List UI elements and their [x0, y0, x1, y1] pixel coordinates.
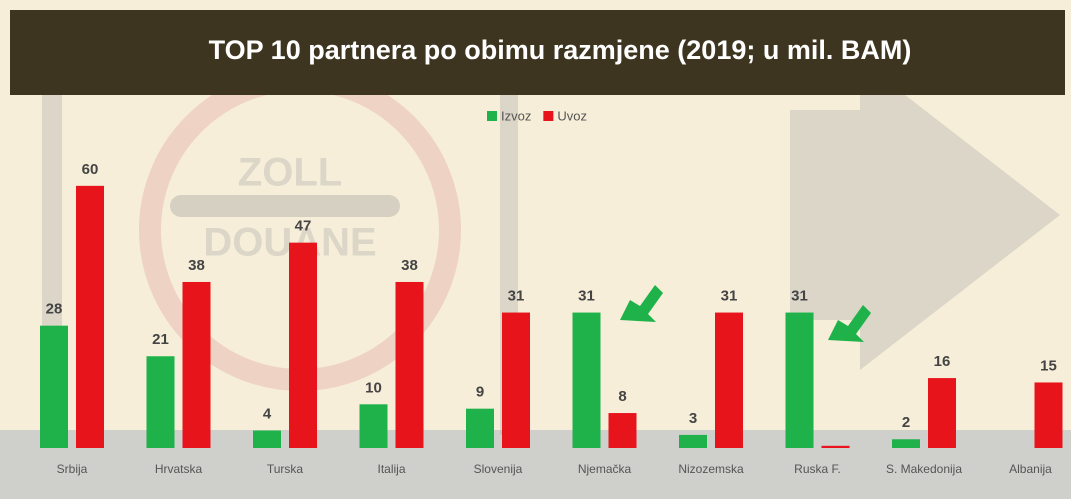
chart-title: TOP 10 partnera po obimu razmjene (2019;…: [209, 35, 912, 65]
data-label: 31: [791, 288, 808, 305]
bar: [785, 312, 814, 448]
bar: [892, 439, 920, 448]
x-tick-label: Italija: [377, 462, 406, 476]
legend-label: Izvoz: [501, 108, 531, 123]
svg-text:ZOLL: ZOLL: [238, 151, 342, 195]
x-tick-label: Slovenija: [473, 462, 523, 476]
data-label: 21: [152, 331, 169, 348]
data-label: 4: [263, 405, 272, 422]
arrow: [620, 285, 663, 322]
bar: [502, 312, 530, 448]
x-tick-label: Njemačka: [577, 462, 632, 476]
bar: [395, 281, 424, 448]
data-label: 16: [934, 353, 951, 370]
x-tick-label: Nizozemska: [678, 462, 744, 476]
bar: [1034, 382, 1063, 448]
data-label: 3: [689, 410, 697, 427]
x-tick-label: S. Makedonija: [885, 462, 963, 476]
bar: [76, 185, 104, 448]
x-tick-label: Hrvatska: [154, 462, 203, 476]
bar: [466, 408, 494, 448]
title-band: [10, 10, 1065, 95]
data-label: 15: [1040, 357, 1057, 374]
data-label: 8: [618, 388, 626, 405]
data-label: 47: [295, 218, 312, 235]
data-label: 31: [578, 288, 595, 305]
bar: [679, 434, 707, 448]
data-label: 9: [476, 384, 484, 401]
legend-swatch: [543, 111, 554, 121]
x-tick-label: Ruska F.: [794, 462, 841, 476]
x-tick-label: Albanija: [1009, 462, 1052, 476]
data-label: 31: [508, 288, 525, 305]
data-label: 31: [721, 288, 738, 305]
x-tick-label: Turska: [266, 462, 304, 476]
data-label: 38: [188, 257, 205, 274]
arrow: [828, 305, 871, 342]
bar: [253, 430, 281, 448]
bar: [40, 325, 68, 448]
data-label: 2: [902, 414, 910, 431]
bar: [821, 445, 850, 448]
bar: [715, 312, 743, 448]
data-label: 38: [401, 257, 418, 274]
data-label: 60: [82, 161, 99, 178]
bar: [359, 404, 388, 448]
bar: [146, 356, 175, 448]
data-label: 28: [46, 301, 63, 318]
legend-swatch: [487, 111, 497, 121]
data-label: 10: [365, 379, 382, 396]
bar: [182, 281, 211, 448]
bar: [608, 413, 637, 448]
legend-label: Uvoz: [557, 108, 587, 123]
bar: [289, 242, 317, 448]
bar: [572, 312, 601, 448]
bar: [928, 378, 956, 448]
x-tick-label: Srbija: [56, 462, 88, 476]
